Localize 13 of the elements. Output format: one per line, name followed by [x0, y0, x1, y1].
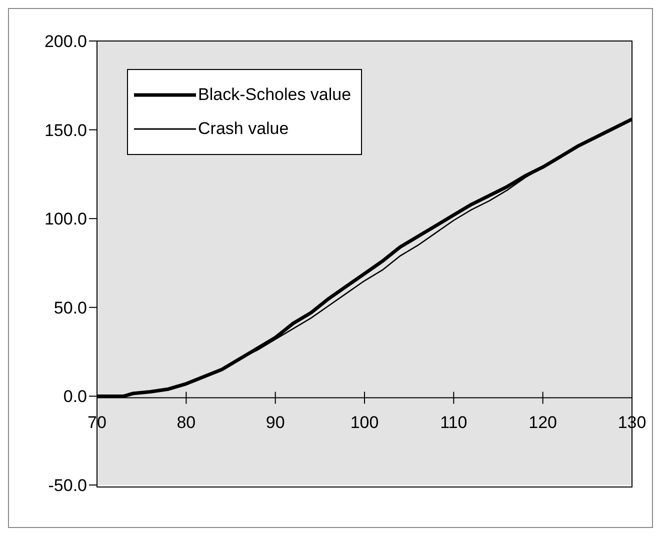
y-tick-label: 100.0 — [44, 210, 87, 229]
y-tick-label: 0.0 — [63, 387, 87, 406]
y-tick-label: 50.0 — [54, 298, 87, 318]
x-tick-label: 100 — [350, 412, 379, 432]
y-tick-label: -50.0 — [48, 476, 87, 496]
x-tick-label: 90 — [266, 412, 285, 432]
y-tick-label: 200.0 — [44, 32, 87, 52]
legend-label: Crash value — [198, 119, 289, 139]
x-tick-label: 110 — [440, 412, 468, 432]
legend-label: Black-Scholes value — [198, 85, 352, 105]
x-tick-label: 80 — [176, 412, 196, 432]
y-tick-label: 150.0 — [44, 120, 87, 140]
x-tick-label: 120 — [528, 412, 558, 432]
